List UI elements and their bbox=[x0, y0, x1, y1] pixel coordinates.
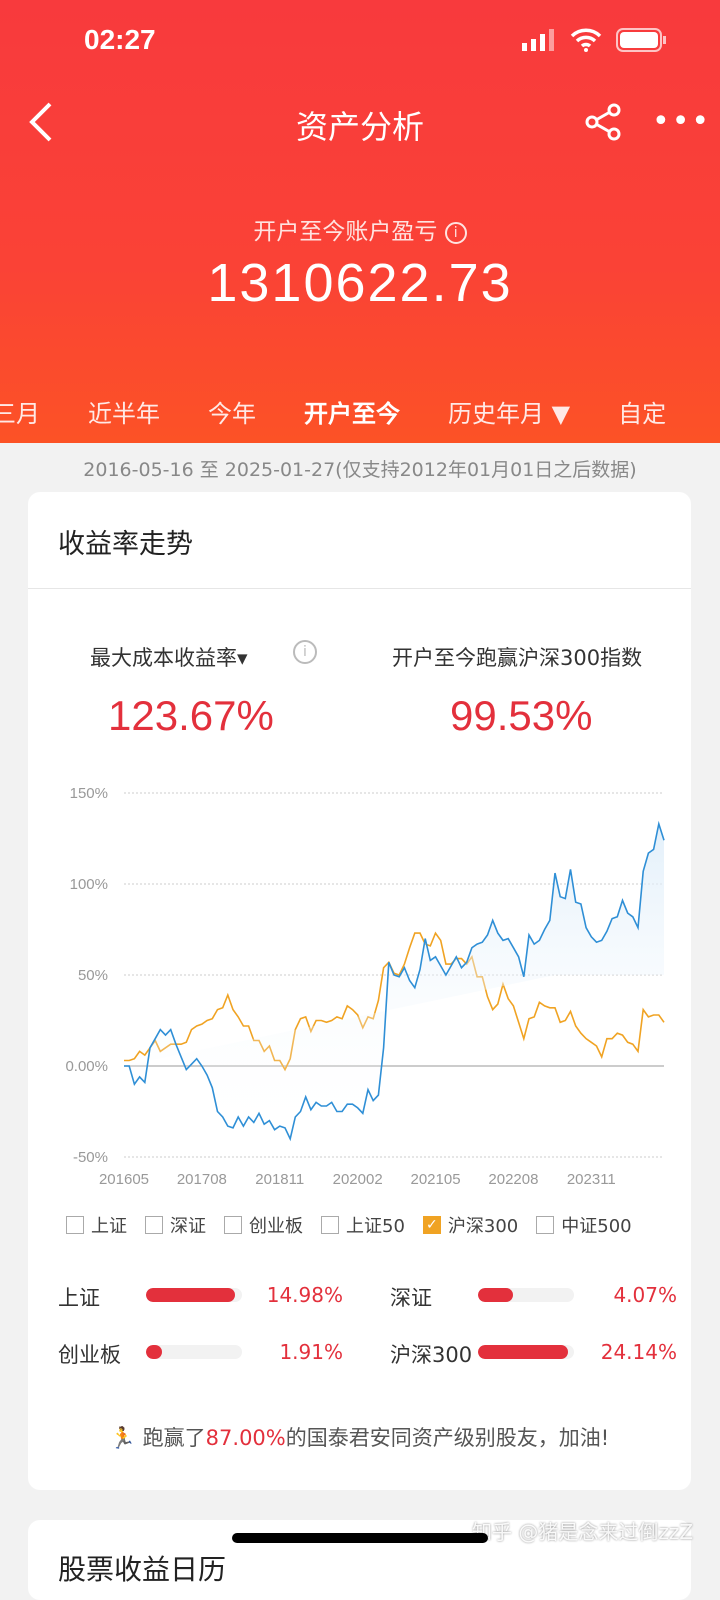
rank-pre: 跑赢了 bbox=[142, 1426, 206, 1450]
legend-hs300[interactable]: ✓ 沪深300 bbox=[422, 1212, 519, 1238]
legend-label: 深证 bbox=[170, 1216, 206, 1237]
y-tick-label: 150% bbox=[70, 785, 108, 802]
y-tick-label: -50% bbox=[73, 1149, 108, 1166]
card-title: 股票收益日历 bbox=[58, 1553, 227, 1586]
tab-three-months[interactable]: 三月 bbox=[0, 400, 40, 428]
checkbox[interactable] bbox=[145, 1216, 163, 1234]
tab-history[interactable]: 历史年月 ▼ bbox=[448, 400, 571, 428]
y-tick-label: 100% bbox=[70, 876, 108, 893]
legend-shenzheng[interactable]: 深证 bbox=[145, 1212, 206, 1238]
x-tick-label: 201605 bbox=[99, 1171, 149, 1188]
dropdown-icon[interactable]: ▾ bbox=[237, 646, 248, 670]
wifi-icon bbox=[570, 28, 602, 52]
rank-pct: 87.00% bbox=[205, 1426, 286, 1450]
metric-left-label-text: 最大成本收益率 bbox=[90, 646, 237, 670]
info-icon[interactable]: i bbox=[293, 640, 317, 664]
index-bar bbox=[146, 1288, 242, 1302]
summary-label: 开户至今账户盈亏 i bbox=[0, 212, 720, 246]
legend-chuangyeban[interactable]: 创业板 bbox=[224, 1212, 303, 1238]
runner-icon: 🏃 bbox=[109, 1426, 136, 1450]
index-value: 1.91% bbox=[279, 1340, 343, 1364]
x-tick-label: 201811 bbox=[255, 1171, 304, 1188]
checkbox-checked[interactable]: ✓ bbox=[422, 1216, 441, 1234]
y-tick-label: 0.00% bbox=[65, 1058, 108, 1075]
more-icon[interactable]: ••• bbox=[652, 104, 712, 139]
index-value: 14.98% bbox=[266, 1283, 343, 1307]
rank-message: 🏃 跑赢了87.00%的国泰君安同资产级别股友，加油! bbox=[28, 1422, 691, 1452]
index-bar bbox=[478, 1288, 574, 1302]
legend-label: 上证 bbox=[91, 1216, 127, 1237]
x-tick-label: 202002 bbox=[333, 1171, 383, 1188]
metric-right-label: 开户至今跑赢沪深300指数 bbox=[392, 646, 643, 670]
index-bar bbox=[146, 1345, 242, 1359]
index-bar-fill bbox=[478, 1345, 569, 1359]
legend-label: 中证500 bbox=[561, 1216, 632, 1237]
legend: 上证 深证 创业板 上证50 ✓ 沪深300 中证500 bbox=[66, 1212, 650, 1238]
index-bar-fill bbox=[146, 1288, 236, 1302]
index-label: 沪深300 bbox=[390, 1343, 473, 1367]
checkbox[interactable] bbox=[66, 1216, 84, 1234]
checkbox[interactable] bbox=[224, 1216, 242, 1234]
info-icon[interactable]: i bbox=[444, 221, 467, 244]
checkbox[interactable] bbox=[536, 1216, 555, 1234]
x-tick-label: 202208 bbox=[488, 1171, 538, 1188]
index-label: 创业板 bbox=[58, 1343, 121, 1367]
period-tabs: 三月 近半年 今年 开户至今 历史年月 ▼ 自定 bbox=[0, 394, 714, 429]
share-icon[interactable] bbox=[584, 102, 624, 142]
page-title: 资产分析 bbox=[295, 108, 424, 146]
metric-right-value: 99.53% bbox=[450, 692, 593, 739]
series-line-account bbox=[124, 820, 665, 1142]
legend-label: 上证50 bbox=[346, 1216, 405, 1237]
card-title: 收益率走势 bbox=[58, 529, 193, 560]
legend-shangzheng[interactable]: 上证 bbox=[66, 1212, 127, 1238]
legend-label: 创业板 bbox=[249, 1216, 303, 1237]
tab-custom[interactable]: 自定 bbox=[618, 400, 667, 428]
status-icons bbox=[522, 28, 666, 52]
legend-zz500[interactable]: 中证500 bbox=[536, 1212, 632, 1238]
series-area bbox=[124, 823, 664, 1139]
tab-since-open[interactable]: 开户至今 bbox=[304, 400, 400, 428]
x-tick-label: 202105 bbox=[411, 1171, 461, 1188]
x-tick-label: 202311 bbox=[567, 1171, 616, 1188]
status-time: 02:27 bbox=[84, 24, 156, 55]
summary-label-text: 开户至今账户盈亏 bbox=[253, 219, 438, 245]
index-label: 上证 bbox=[58, 1286, 100, 1310]
date-range: 2016-05-16 至 2025-01-27(仅支持2012年01月01日之后… bbox=[83, 459, 637, 481]
legend-sz50[interactable]: 上证50 bbox=[321, 1212, 405, 1238]
tab-this-year[interactable]: 今年 bbox=[208, 400, 256, 428]
return-trend-card: 收益率走势 最大成本收益率▾ i 开户至今跑赢沪深300指数 123.67% 9… bbox=[28, 492, 691, 1490]
rank-post: 的国泰君安同资产级别股友，加油! bbox=[285, 1426, 610, 1450]
index-bar-fill bbox=[146, 1345, 163, 1359]
legend-label: 沪深300 bbox=[447, 1216, 519, 1237]
return-chart: 150% 100% 50% 0.00% -50% 201605 201708 201811 20… bbox=[65, 785, 665, 1188]
metric-left-label[interactable]: 最大成本收益率▾ bbox=[90, 642, 248, 672]
battery-icon bbox=[616, 28, 666, 52]
divider bbox=[28, 588, 691, 589]
index-label: 深证 bbox=[390, 1286, 432, 1310]
index-value: 24.14% bbox=[600, 1340, 677, 1364]
header: 02:27 资产分析 ••• 开户至今账户盈亏 i 1310622.73 三月 … bbox=[0, 0, 720, 443]
summary-value: 1310622.73 bbox=[207, 253, 513, 313]
watermark: 知乎 @猪是念来过倒zzZ bbox=[472, 1520, 694, 1544]
metric-left-value: 123.67% bbox=[108, 692, 274, 739]
signal-icon bbox=[522, 29, 554, 51]
y-tick-label: 50% bbox=[78, 967, 108, 984]
home-indicator[interactable] bbox=[232, 1533, 488, 1543]
x-tick-label: 201708 bbox=[177, 1171, 227, 1188]
checkbox[interactable] bbox=[321, 1216, 339, 1234]
index-value: 4.07% bbox=[613, 1283, 677, 1307]
back-icon[interactable] bbox=[26, 100, 66, 144]
index-bar-fill bbox=[478, 1288, 513, 1302]
index-bar bbox=[478, 1345, 574, 1359]
tab-half-year[interactable]: 近半年 bbox=[88, 400, 160, 428]
